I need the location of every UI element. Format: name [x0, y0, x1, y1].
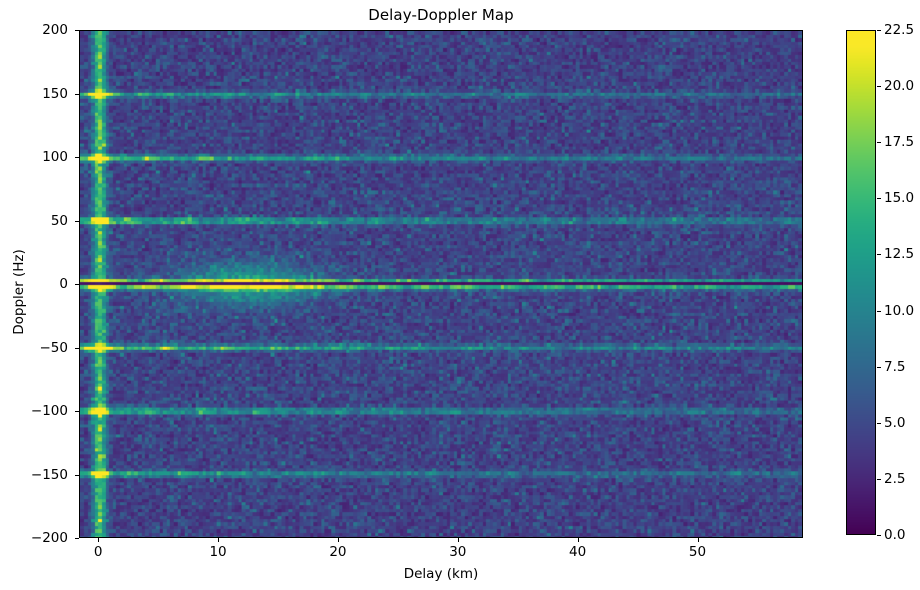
- colorbar-tick-label-22.5: 22.5: [884, 22, 915, 38]
- colorbar-tick-17.5: [877, 142, 881, 144]
- colorbar-tick-15.0: [877, 198, 881, 200]
- y-tick-7: [75, 474, 79, 476]
- y-tick-4: [75, 284, 79, 285]
- colorbar-tick-label-5.0: 5.0: [884, 414, 906, 431]
- colorbar-tick-label-12.5: 12.5: [884, 246, 915, 263]
- colorbar-tick-5.0: [877, 422, 881, 424]
- x-axis-label: Delay (km): [403, 566, 479, 582]
- x-tick-label-20: 20: [329, 544, 347, 560]
- x-tick-label-10: 10: [209, 544, 227, 560]
- colorbar-tick-10.0: [877, 310, 881, 312]
- colorbar-tick-22.5: [877, 30, 881, 31]
- colorbar-tick-label-15.0: 15.0: [884, 190, 915, 207]
- colorbar-tick-label-17.5: 17.5: [884, 134, 915, 151]
- x-tick-30: [457, 538, 459, 542]
- x-tick-0: [98, 538, 100, 542]
- y-tick-label-2: 100: [42, 149, 68, 165]
- y-tick-label-7: −150: [30, 466, 68, 483]
- x-tick-20: [337, 538, 339, 542]
- x-tick-10: [218, 538, 220, 542]
- x-tick-label-30: 30: [449, 544, 467, 560]
- delay-doppler-heatmap-canvas: [80, 31, 802, 537]
- x-tick-50: [697, 538, 699, 542]
- y-tick-5: [75, 347, 79, 349]
- colorbar-tick-label-0.0: 0.0: [884, 527, 906, 543]
- x-tick-label-50: 50: [688, 544, 707, 560]
- y-tick-6: [75, 411, 79, 412]
- y-tick-3: [75, 220, 79, 222]
- colorbar-tick-label-10.0: 10.0: [884, 302, 915, 319]
- colorbar-tick-2.5: [877, 478, 881, 480]
- colorbar-tick-0.0: [877, 535, 881, 536]
- colorbar-tick-label-7.5: 7.5: [884, 358, 906, 375]
- x-tick-label-0: 0: [93, 544, 103, 560]
- y-tick-0: [75, 30, 79, 31]
- colorbar-tick-7.5: [877, 366, 881, 368]
- y-tick-label-6: −100: [30, 403, 68, 419]
- colorbar-tick-20.0: [877, 86, 881, 88]
- y-tick-1: [75, 93, 79, 95]
- x-tick-40: [577, 538, 579, 542]
- y-tick-8: [75, 538, 79, 539]
- colorbar-tick-label-20.0: 20.0: [884, 78, 915, 95]
- y-axis-label: Doppler (Hz): [11, 249, 27, 335]
- y-tick-label-4: 0: [59, 276, 68, 292]
- colorbar-tick-12.5: [877, 254, 881, 256]
- y-tick-2: [75, 157, 79, 158]
- page-title: Delay-Doppler Map: [368, 6, 514, 24]
- y-tick-label-0: 200: [42, 22, 68, 38]
- y-tick-label-8: −200: [30, 530, 68, 546]
- heatmap-plot-area: [79, 30, 803, 538]
- y-tick-label-1: 150: [42, 85, 68, 102]
- x-tick-label-40: 40: [569, 544, 587, 560]
- colorbar: [846, 30, 876, 535]
- colorbar-gradient-canvas: [847, 31, 875, 534]
- colorbar-tick-label-2.5: 2.5: [884, 470, 906, 487]
- y-tick-label-3: 50: [50, 212, 68, 229]
- y-tick-label-5: −50: [39, 339, 69, 356]
